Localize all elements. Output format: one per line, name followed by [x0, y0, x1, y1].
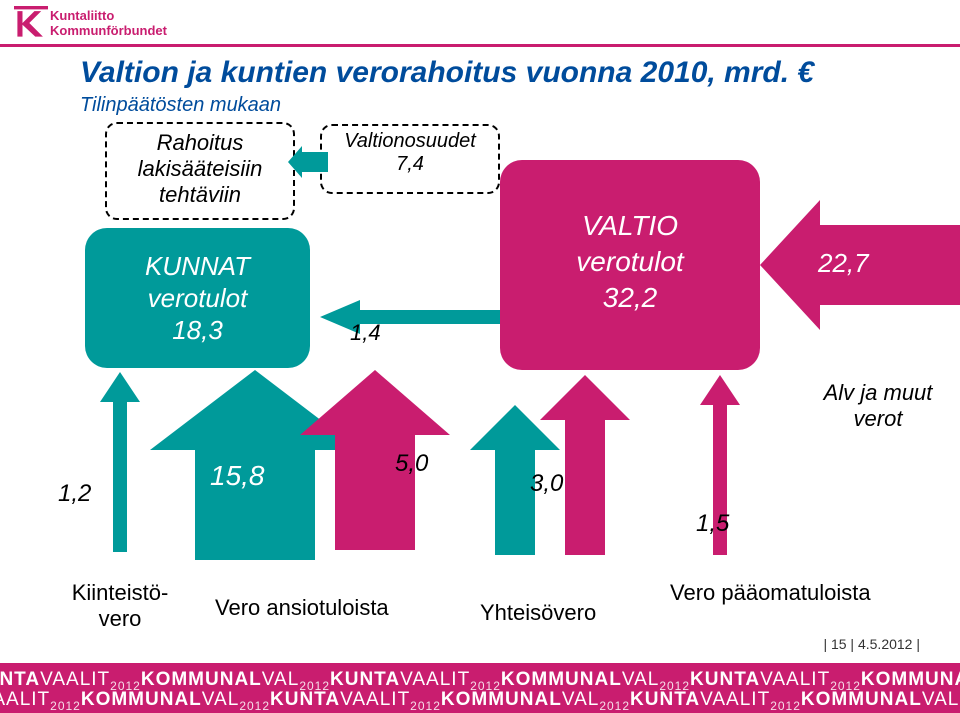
paaoma-label: Vero pääomatuloista	[670, 580, 871, 606]
arrow-1-4	[320, 290, 500, 340]
kunnat-box: KUNNAT verotulot 18,3	[85, 228, 310, 368]
logo-line2: Kommunförbundet	[50, 23, 167, 38]
page-num: 15	[831, 636, 847, 652]
arrow-yhteiso-magenta	[540, 375, 630, 555]
valtionosuudet-value: 7,4	[396, 153, 424, 175]
ansio-label: Vero ansiotuloista	[215, 595, 389, 621]
rahoitus-l2: lakisääteisiin	[138, 156, 263, 181]
valtionosuudet-box: Valtionosuudet 7,4	[320, 124, 500, 194]
kunnat-l2: verotulot	[148, 283, 248, 313]
logo-text: Kuntaliitto Kommunförbundet	[50, 8, 167, 38]
valtio-l2: verotulot	[576, 246, 683, 277]
header-stripe	[0, 44, 960, 47]
yhteiso-label: Yhteisövero	[480, 600, 596, 626]
alv-label: Alv ja muut verot	[798, 380, 958, 432]
label-22-7: 22,7	[818, 248, 869, 279]
label-1-5: 1,5	[696, 510, 729, 538]
label-5-0: 5,0	[395, 450, 428, 478]
page-subtitle: Tilinpäätösten mukaan	[80, 94, 281, 117]
logo-line1: Kuntaliitto	[50, 8, 114, 23]
kunnat-l1: KUNNAT	[145, 251, 250, 281]
rahoitus-box: Rahoitus lakisääteisiin tehtäviin	[105, 122, 295, 220]
kiinteisto-l2: vero	[99, 606, 142, 631]
logo-icon	[14, 6, 48, 40]
kiinteisto-l1: Kiinteistö-	[72, 580, 169, 605]
rahoitus-l3: tehtäviin	[159, 182, 241, 207]
alv-l1: Alv ja muut	[824, 380, 933, 405]
arrow-1-2	[100, 372, 140, 552]
label-1-2: 1,2	[58, 480, 91, 508]
label-1-4: 1,4	[350, 320, 381, 346]
valtio-l1: VALTIO	[582, 210, 678, 241]
valtio-box: VALTIO verotulot 32,2	[500, 160, 760, 370]
valtionosuudet-arrow	[288, 146, 328, 186]
alv-l2: verot	[854, 406, 903, 431]
rahoitus-l1: Rahoitus	[157, 130, 244, 155]
page-date: 4.5.2012	[858, 636, 913, 652]
label-15-8: 15,8	[210, 460, 265, 492]
label-3-0: 3,0	[530, 470, 563, 498]
kiinteisto-label: Kiinteistö- vero	[50, 580, 190, 632]
valtio-l3: 32,2	[603, 282, 658, 313]
page-meta: | 15 | 4.5.2012 |	[823, 636, 920, 652]
page-title: Valtion ja kuntien verorahoitus vuonna 2…	[80, 56, 814, 90]
valtionosuudet-label: Valtionosuudet	[344, 130, 476, 152]
kunnat-l3: 18,3	[172, 315, 223, 345]
footer-band: KUNTAVAALIT2012KOMMUNALVAL2012KUNTAVAALI…	[0, 663, 960, 713]
